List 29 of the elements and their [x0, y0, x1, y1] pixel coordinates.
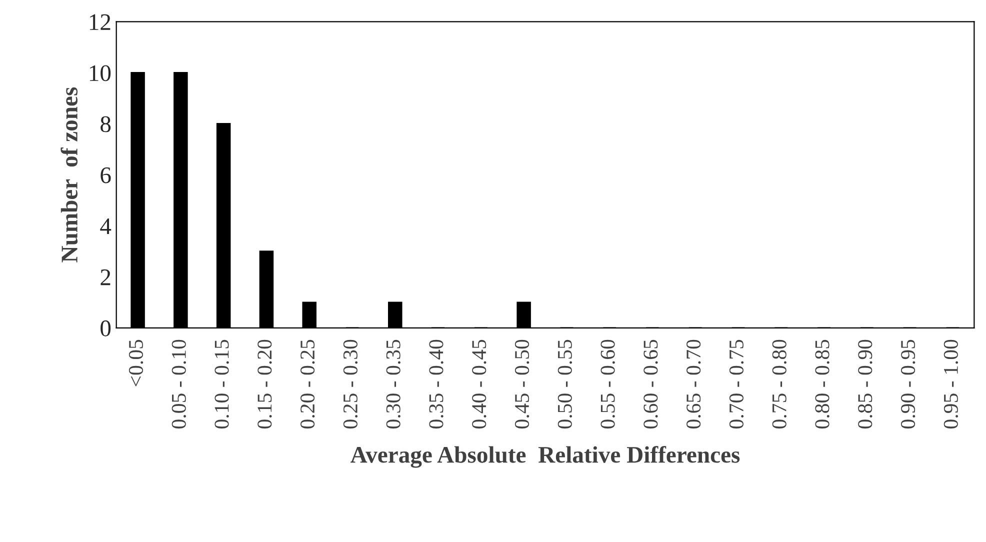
y-tick-label: 12 [90, 14, 110, 30]
y-tick-label: 4 [100, 218, 112, 234]
x-tick-label: 0.25 - 0.30 [343, 340, 358, 428]
x-tick-label: 0.40 - 0.45 [472, 340, 486, 428]
x-tick-label: 0.15 - 0.20 [258, 340, 272, 428]
y-tick-label: 0 [100, 320, 111, 336]
x-tick-label: 0.45 - 0.50 [514, 340, 530, 428]
x-tick-label: 0.90 - 0.95 [900, 340, 916, 428]
x-tick-label: 0.80 - 0.85 [815, 340, 830, 428]
y-tick-label: 8 [100, 116, 111, 132]
x-tick-label: <0.05 [128, 340, 144, 386]
y-tick-label: 6 [100, 167, 111, 184]
x-tick-label: 0.35 - 0.40 [429, 340, 444, 428]
x-tick-label: 0.10 - 0.15 [214, 340, 229, 428]
y-tick-label: 2 [100, 269, 110, 286]
x-tick-label: 0.75 - 0.80 [772, 340, 786, 428]
x-tick-label: 0.20 - 0.25 [300, 340, 315, 428]
x-tick-label: 0.55 - 0.60 [600, 340, 615, 428]
x-tick-label: 0.50 - 0.55 [558, 340, 572, 428]
x-tick-label: 0.60 - 0.65 [644, 340, 658, 428]
x-tick-label: 0.85 - 0.90 [858, 340, 872, 428]
y-tick-label: 10 [90, 65, 111, 82]
x-axis-title: Average Absolute Relative Differences [350, 446, 740, 468]
y-axis-title: Number of zones [60, 87, 78, 262]
x-tick-label: 0.65 - 0.70 [686, 340, 701, 428]
x-tick-label: 0.05 - 0.10 [172, 340, 186, 428]
x-tick-label: 0.95 - 1.00 [944, 340, 958, 428]
x-tick-label: 0.70 - 0.75 [729, 340, 744, 428]
x-tick-label: 0.30 - 0.35 [386, 340, 400, 428]
